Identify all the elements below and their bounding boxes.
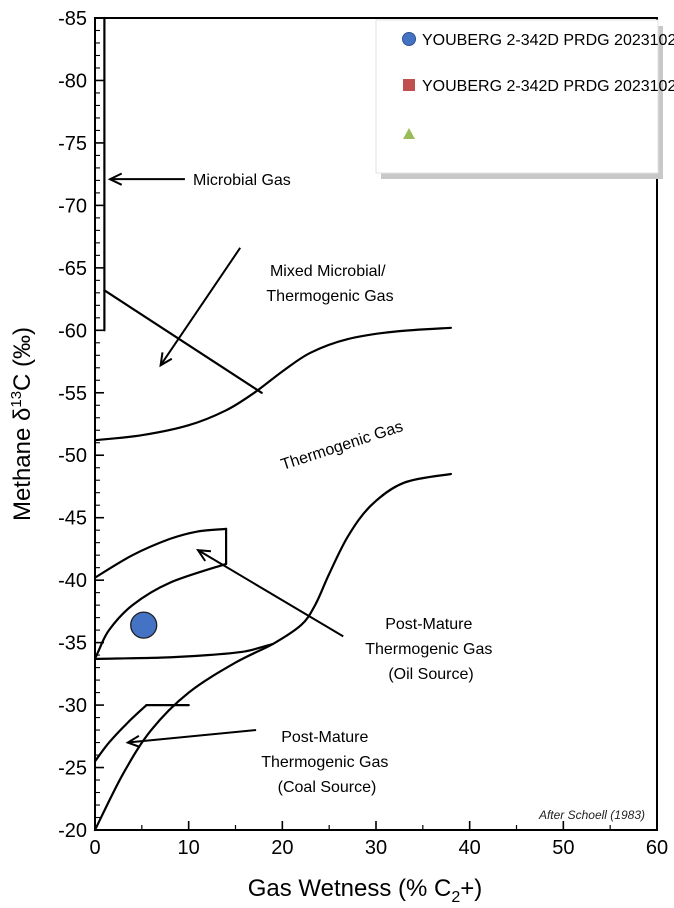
classification-curves <box>93 16 452 832</box>
annotation-microbial-gas: Microbial Gas <box>193 172 291 189</box>
curve-oil-source-base <box>93 642 275 660</box>
y-tick-label: -80 <box>58 70 87 92</box>
arrow-coal-shaft <box>127 729 257 744</box>
y-tick-label: -35 <box>58 633 87 655</box>
y-tick-label: -55 <box>58 383 87 405</box>
legend-marker-triangle <box>403 128 415 139</box>
annotation-thermogenic-gas: Thermogenic Gas <box>279 418 405 473</box>
annotation-mixed-gas: Mixed Microbial/ Thermogenic Gas <box>266 263 393 305</box>
y-tick-label: -65 <box>58 258 87 280</box>
annotation-oil-source: Post-Mature Thermogenic Gas (Oil Source) <box>365 616 497 683</box>
y-tick-label: -60 <box>58 320 87 342</box>
annotation-arrows <box>107 172 344 748</box>
legend-marker-square <box>403 79 415 91</box>
curve-thermogenic-lower-boundary <box>93 472 452 832</box>
y-tick-label: -30 <box>58 695 87 717</box>
legend-entry-2-name: YOUBERG 2-342D PRDG 20231026 <box>422 78 674 95</box>
legend-marker-circle <box>402 32 416 46</box>
curve-thermogenic-upper-boundary <box>93 326 452 442</box>
data-points <box>130 611 158 639</box>
x-tick-label: 60 <box>646 837 668 859</box>
curve-oil-source-inner <box>93 562 228 660</box>
x-tick-label: 0 <box>89 837 100 859</box>
region-annotations: Microbial Gas Mixed Microbial/ Thermogen… <box>193 172 645 822</box>
legend-entry-1-name: YOUBERG 2-342D PRDG 20231026 <box>422 32 674 49</box>
arrow-microbial-head <box>107 172 123 186</box>
x-tick-label: 20 <box>271 837 293 859</box>
y-tick-label: -40 <box>58 570 87 592</box>
y-axis-title: Methane δ13C (‰) <box>8 327 36 521</box>
legend-box <box>375 19 659 174</box>
data-point-circle <box>130 611 158 639</box>
annotation-coal-source: Post-Mature Thermogenic Gas (Coal Source… <box>261 729 393 796</box>
x-tick-label: 30 <box>365 837 387 859</box>
credit-note: After Schoell (1983) <box>538 808 645 822</box>
x-tick-label: 50 <box>552 837 574 859</box>
y-tick-label: -25 <box>58 758 87 780</box>
arrow-oil-shaft <box>197 549 344 638</box>
arrow-coal-head <box>125 734 141 748</box>
y-tick-label: -75 <box>58 133 87 155</box>
y-tick-label: -85 <box>58 8 87 30</box>
curve-coal-source-upper <box>93 704 148 763</box>
curve-oil-source-upper <box>93 527 228 579</box>
axis-ticks: 0 10 20 30 40 50 60 -20 -25 -30 -35 -40 -45 -50 -55 -60… <box>58 8 668 859</box>
y-tick-label: -50 <box>58 445 87 467</box>
y-tick-label: -70 <box>58 195 87 217</box>
x-axis-title: Gas Wetness (% C2+) <box>248 875 483 906</box>
arrow-oil-head <box>196 549 212 562</box>
arrow-mixed-head <box>159 352 173 368</box>
legend: YOUBERG 2-342D PRDG 20231026 YOUBERG 2-3… <box>375 19 674 179</box>
y-tick-label: -20 <box>58 820 87 842</box>
x-tick-label: 10 <box>178 837 200 859</box>
y-tick-label: -45 <box>58 508 87 530</box>
arrow-mixed-shaft <box>159 247 242 366</box>
x-tick-label: 40 <box>459 837 481 859</box>
curve-microbial-mixed-divider <box>103 289 263 394</box>
